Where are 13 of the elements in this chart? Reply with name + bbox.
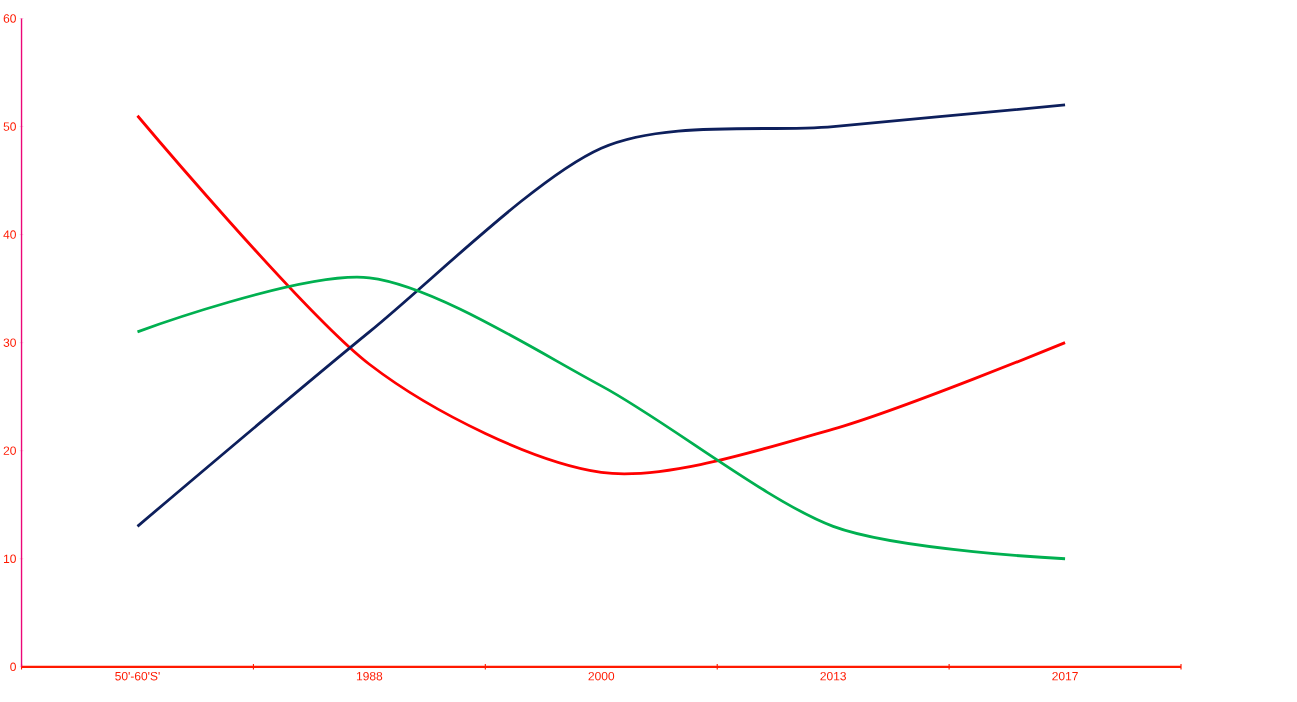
y-tick-label: 40 xyxy=(3,230,16,239)
x-tick-label: 2017 xyxy=(1052,671,1078,681)
x-tick-label: 50'-60'S' xyxy=(115,671,160,681)
x-tick-label: 2000 xyxy=(588,671,615,681)
y-tick-label: 0 xyxy=(10,662,16,672)
line-series xyxy=(136,275,1067,561)
y-tick-label: 60 xyxy=(3,14,16,23)
y-tick-label: 20 xyxy=(3,446,16,455)
y-tick-label: 30 xyxy=(3,338,16,347)
y-tick-label: 10 xyxy=(3,554,16,563)
x-tick-label: 2013 xyxy=(820,671,846,681)
x-tick-label: 1988 xyxy=(356,671,383,681)
y-tick-label: 50 xyxy=(3,122,16,131)
